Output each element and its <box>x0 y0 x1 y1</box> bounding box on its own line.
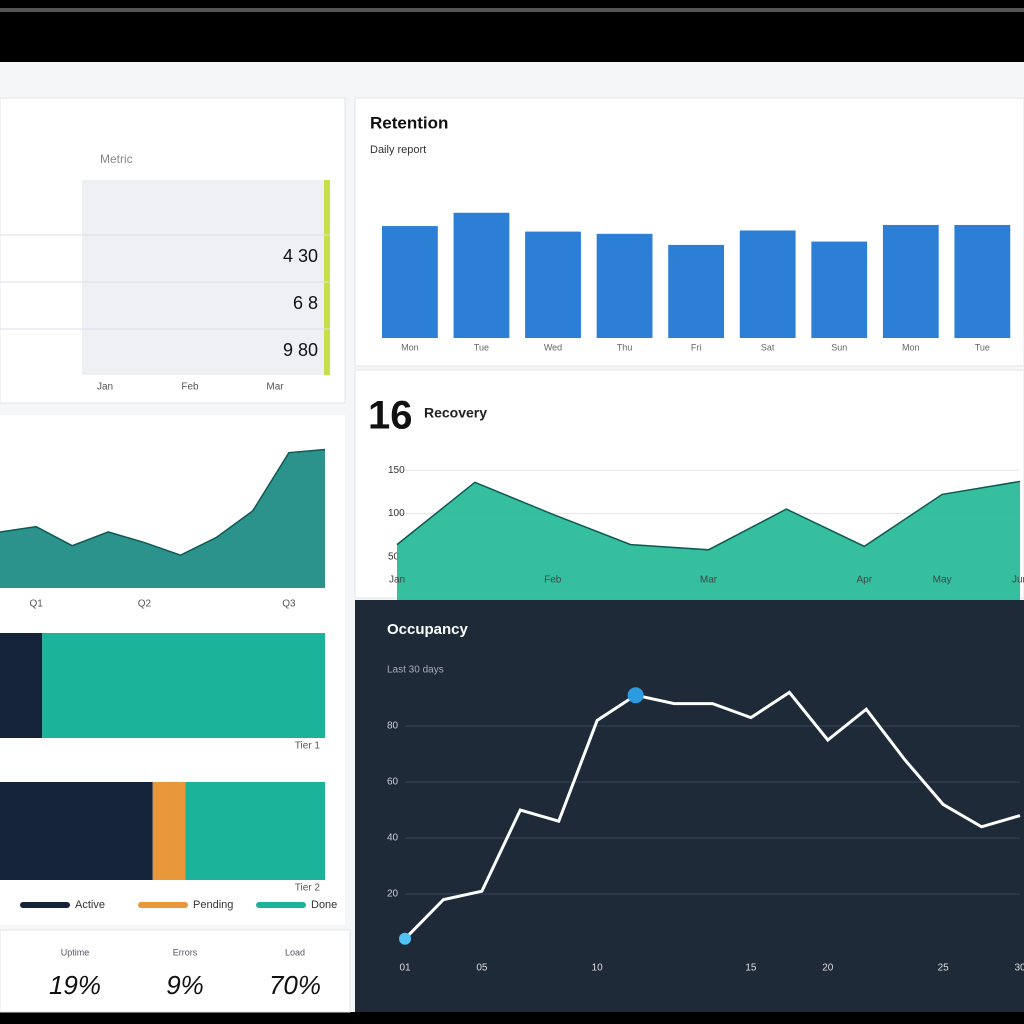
stat-value: 70% <box>269 970 321 1000</box>
x-tick-label: 01 <box>399 963 411 974</box>
legend-label: Done <box>311 899 337 911</box>
area-line <box>396 480 1021 551</box>
legend-label: Pending <box>193 899 233 911</box>
line-subtitle: Last 30 days <box>387 665 444 676</box>
x-tick-label: 10 <box>592 963 604 974</box>
start-point <box>399 932 411 945</box>
x-tick-label: Mar <box>700 575 718 586</box>
bar-segment <box>42 633 325 738</box>
bar <box>668 244 725 338</box>
bar-segment <box>152 782 186 880</box>
x-tick-label: Tue <box>975 342 990 352</box>
x-tick-label: Sun <box>831 342 847 352</box>
table-cell: 9 80 <box>283 340 318 360</box>
table-body <box>82 180 330 375</box>
bar <box>382 226 438 338</box>
bar-segment <box>0 633 43 738</box>
stats-panel <box>0 929 351 1013</box>
bar <box>954 224 1011 338</box>
y-tick-label: 60 <box>387 777 399 788</box>
table-header: Metric <box>100 152 133 166</box>
area <box>0 449 325 588</box>
x-tick-label: Thu <box>617 342 633 352</box>
row-label: Tier 2 <box>295 883 321 894</box>
x-tick-label: Mon <box>401 342 419 352</box>
bar <box>739 230 796 338</box>
kpi-value: 16 <box>368 394 413 438</box>
bar-segment <box>185 782 325 880</box>
x-tick-label: 25 <box>938 963 950 974</box>
stat-label: Uptime <box>61 947 90 957</box>
frame-rim <box>0 8 1024 12</box>
x-tick-label: Jun <box>1012 575 1024 586</box>
x-tick-label: Jan <box>389 575 405 586</box>
x-tick-label: Q2 <box>138 599 152 610</box>
bar <box>882 224 939 338</box>
bar-segment <box>0 782 153 880</box>
x-tick-label: Mon <box>902 342 920 352</box>
x-tick-label: Wed <box>544 342 562 352</box>
legend-swatch <box>138 902 188 908</box>
table-footer: Mar <box>266 382 284 393</box>
table-cell: 6 8 <box>293 293 318 313</box>
line <box>403 690 1021 940</box>
legend-label: Active <box>75 899 105 911</box>
x-tick-label: Sat <box>761 342 775 352</box>
legend-swatch <box>20 902 70 908</box>
y-tick-label: 50 <box>388 551 400 562</box>
x-tick-label: 05 <box>476 963 488 974</box>
x-tick-label: Q3 <box>282 599 296 610</box>
line-panel <box>355 600 1024 1012</box>
y-tick-label: 20 <box>387 889 399 900</box>
x-tick-label: May <box>933 575 952 586</box>
area <box>397 481 1020 600</box>
bar-title: Retention <box>370 113 448 132</box>
legend-swatch <box>256 902 306 908</box>
x-tick-label: Apr <box>856 575 872 586</box>
x-tick-label: Tue <box>474 342 489 352</box>
stat-label: Load <box>285 947 305 957</box>
table-accent <box>324 180 330 375</box>
bar-subtitle: Daily report <box>370 144 426 156</box>
stat-value: 9% <box>166 970 204 1000</box>
bar <box>525 231 581 338</box>
stat-label: Errors <box>173 947 198 957</box>
table-footer: Feb <box>181 382 199 393</box>
peak-point <box>627 687 644 704</box>
x-tick-label: 30 <box>1014 963 1024 974</box>
bar <box>596 233 653 338</box>
x-tick-label: Q1 <box>29 599 43 610</box>
x-tick-label: Feb <box>544 575 562 586</box>
table-cell: 4 30 <box>283 246 318 266</box>
area-line <box>0 448 326 557</box>
x-tick-label: 20 <box>822 963 834 974</box>
y-tick-label: 150 <box>388 465 405 476</box>
y-tick-label: 100 <box>388 508 405 519</box>
line-title: Occupancy <box>387 621 469 638</box>
area-title: Recovery <box>424 405 487 421</box>
table-footer: Jan <box>97 382 113 393</box>
bar <box>811 241 868 338</box>
row-label: Tier 1 <box>295 741 321 752</box>
stat-value: 19% <box>49 970 101 1000</box>
y-tick-label: 80 <box>387 721 399 732</box>
y-tick-label: 40 <box>387 833 399 844</box>
x-tick-label: 15 <box>745 963 757 974</box>
x-tick-label: Fri <box>691 342 702 352</box>
bar <box>453 212 510 338</box>
